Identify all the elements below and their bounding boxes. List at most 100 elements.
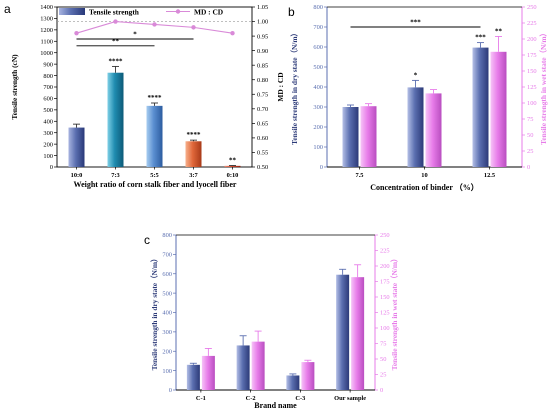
panel-b: b 0 100 200 300 400 500 600 700 800 0 25 50 75 100 125 1… xyxy=(288,4,548,192)
y-right-tick-label: 100 xyxy=(527,100,537,107)
y-tick-label: 400 xyxy=(313,84,323,91)
y-right-tick-label: 50 xyxy=(527,132,533,139)
y-tick-label: 700 xyxy=(162,252,172,259)
legend-marker-md-cd xyxy=(175,9,181,14)
bar-wet xyxy=(360,106,377,167)
y-tick-label: 100 xyxy=(43,153,53,160)
panel-c: c 0 100 200 300 400 500 600 700 800 0 25 50 75 100 125 1… xyxy=(144,232,399,410)
y-tick-label: 600 xyxy=(43,96,53,103)
bar-tensile-strength xyxy=(224,165,241,167)
y-right-tick-label: 200 xyxy=(527,36,537,43)
x-tick-label: 10:0 xyxy=(71,172,83,179)
y-tick-label: 300 xyxy=(162,329,172,336)
y-tick-label: 800 xyxy=(43,73,53,80)
y-right-axis-title: MD : CD xyxy=(276,72,285,101)
significance-label: ** xyxy=(495,27,503,35)
legend-label-md-cd: MD : CD xyxy=(194,8,223,17)
x-axis-title: Brand name xyxy=(254,401,297,410)
y-right-tick-label: 0.65 xyxy=(257,121,268,128)
x-tick-label: 0:10 xyxy=(227,172,239,179)
y-right-tick-label: 200 xyxy=(380,263,390,270)
bracket-label: * xyxy=(133,31,137,39)
y-tick-label: 700 xyxy=(43,84,53,91)
y-tick-label: 1400 xyxy=(40,4,53,11)
y-tick-label: 0 xyxy=(50,164,53,171)
y-tick-label: 100 xyxy=(162,368,172,375)
bar-dry xyxy=(186,364,200,390)
y-right-tick-label: 125 xyxy=(380,310,390,317)
significance-label: ** xyxy=(229,157,237,165)
y-tick-label: 1300 xyxy=(40,16,53,23)
significance-label: **** xyxy=(148,94,163,102)
y-right-tick-label: 0.50 xyxy=(257,164,268,171)
y-tick-label: 100 xyxy=(313,144,323,151)
y-right-tick-label: 25 xyxy=(380,372,386,379)
significance-label: *** xyxy=(475,34,486,42)
bar-wet xyxy=(425,93,442,167)
panel-label: c xyxy=(144,233,150,247)
legend-label-tensile: Tensile strength xyxy=(89,8,139,17)
x-tick-label: 5:5 xyxy=(150,172,159,179)
x-tick-label: 12.5 xyxy=(484,172,495,179)
y-right-tick-label: 75 xyxy=(527,116,533,123)
y-right-tick-label: 225 xyxy=(527,20,537,27)
bar-wet xyxy=(201,355,215,390)
y-axis-title: Tensile strength (cN) xyxy=(10,54,19,120)
y-right-tick-label: 0 xyxy=(527,164,530,171)
y-tick-label: 300 xyxy=(313,104,323,111)
significance-label: **** xyxy=(109,57,124,65)
x-tick-label: C-1 xyxy=(196,395,206,402)
bar-dry xyxy=(342,107,359,167)
y-right-axis-title: Tensile strength in wet state（N/m） xyxy=(539,29,548,145)
y-tick-label: 400 xyxy=(43,118,53,125)
y-right-tick-label: 75 xyxy=(380,341,386,348)
panel-a: a 0 100 200 300 400 500 600 700 800 900 1000 1100 120… xyxy=(4,2,285,189)
y-right-tick-label: 125 xyxy=(527,84,537,91)
y-right-tick-label: 0 xyxy=(380,387,383,394)
significance-label: **** xyxy=(187,131,202,139)
y-tick-label: 1000 xyxy=(40,50,53,57)
significance-label: * xyxy=(414,71,418,79)
bar-dry xyxy=(472,47,489,167)
y-right-tick-label: 150 xyxy=(380,294,390,301)
y-right-tick-label: 1.00 xyxy=(257,19,268,26)
y-right-tick-label: 0.55 xyxy=(257,150,268,157)
y-tick-label: 200 xyxy=(313,124,323,131)
y-tick-label: 700 xyxy=(313,24,323,31)
md-cd-point xyxy=(230,30,235,36)
y-right-tick-label: 150 xyxy=(527,68,537,75)
x-tick-label: Our sample xyxy=(334,395,366,402)
bar-dry xyxy=(336,274,350,390)
y-right-tick-label: 175 xyxy=(527,52,537,59)
bar-tensile-strength xyxy=(146,105,163,167)
y-tick-label: 1100 xyxy=(40,38,53,45)
legend-swatch-tensile xyxy=(59,8,85,15)
bar-tensile-strength xyxy=(185,141,202,167)
y-right-tick-label: 50 xyxy=(380,356,386,363)
x-axis-title: Weight ratio of corn stalk fiber and lyo… xyxy=(74,180,237,189)
bar-dry xyxy=(236,345,250,390)
bar-wet xyxy=(490,51,507,167)
md-cd-point xyxy=(191,25,196,30)
md-cd-point xyxy=(152,22,157,27)
y-right-tick-label: 0.80 xyxy=(257,77,268,84)
x-tick-label: C-3 xyxy=(295,395,305,402)
y-tick-label: 500 xyxy=(162,290,172,297)
y-axis-title: Tensile strength in dry state（N/m） xyxy=(150,255,159,371)
y-right-tick-label: 0.85 xyxy=(257,62,268,69)
x-tick-label: C-2 xyxy=(246,395,256,402)
y-tick-label: 500 xyxy=(43,107,53,114)
y-tick-label: 800 xyxy=(313,4,323,11)
y-tick-label: 600 xyxy=(313,44,323,51)
panel-label: b xyxy=(288,5,295,19)
y-tick-label: 900 xyxy=(43,61,53,68)
bracket-label: *** xyxy=(410,19,421,27)
y-tick-label: 500 xyxy=(313,64,323,71)
y-right-tick-label: 250 xyxy=(527,4,537,11)
panel-label-a: a xyxy=(4,2,11,16)
y-tick-label: 400 xyxy=(162,310,172,317)
y-tick-label: 1200 xyxy=(40,27,53,34)
y-right-axis-title: Tensile strength in wet state（N/m） xyxy=(390,255,399,371)
y-right-tick-label: 25 xyxy=(527,148,533,155)
